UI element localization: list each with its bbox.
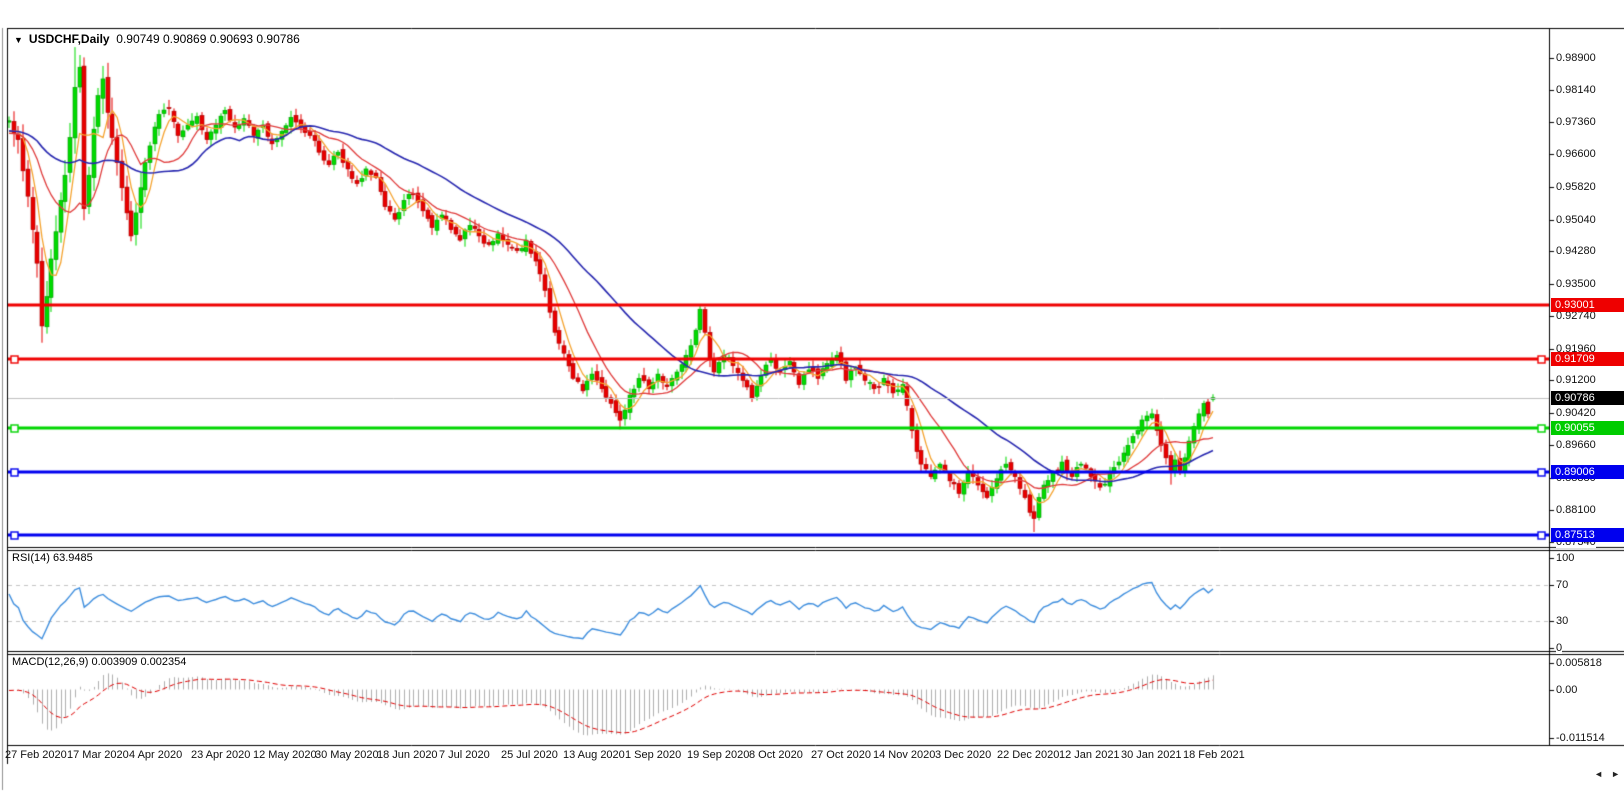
price-axis-tick: 0.92740 — [1556, 309, 1596, 322]
date-axis-label: 7 Jul 2020 — [439, 749, 490, 761]
price-axis-tick: 0.91960 — [1556, 342, 1596, 355]
date-axis-label: 25 Jul 2020 — [501, 749, 558, 761]
date-axis-label: 13 Aug 2020 — [563, 749, 625, 761]
price-line-badge: 0.93001 — [1551, 297, 1624, 312]
macd-axis-tick: 0.005818 — [1556, 657, 1602, 669]
price-axis-tick: 0.95820 — [1556, 180, 1596, 193]
macd-indicator-label: MACD(12,26,9) 0.003909 0.002354 — [12, 656, 187, 668]
chart-header: ▼ USDCHF,Daily 0.90749 0.90869 0.90693 0.… — [14, 32, 300, 46]
date-axis-label: 3 Dec 2020 — [935, 749, 992, 761]
price-axis-tick: 0.97360 — [1556, 116, 1596, 129]
date-axis-label: 22 Dec 2020 — [997, 749, 1060, 761]
date-axis-label: 12 May 2020 — [253, 749, 317, 761]
price-axis-tick: 0.89660 — [1556, 438, 1596, 451]
date-axis-label: 23 Apr 2020 — [191, 749, 251, 761]
rsi-axis-tick: 0 — [1556, 642, 1563, 654]
date-axis-label: 30 May 2020 — [315, 749, 379, 761]
price-axis-tick: 0.88100 — [1556, 504, 1596, 517]
tab-scroll-left-button[interactable]: ◄ — [1594, 769, 1604, 779]
rsi-axis-tick: 70 — [1556, 579, 1569, 591]
date-axis-label: 8 Oct 2020 — [749, 749, 803, 761]
rsi-indicator-label: RSI(14) 63.9485 — [12, 552, 93, 564]
price-axis-tick: 0.93500 — [1556, 278, 1596, 291]
macd-axis-tick: 0.00 — [1556, 683, 1578, 696]
price-line-badge: 0.91709 — [1551, 352, 1624, 367]
price-axis-tick: 0.96600 — [1556, 148, 1596, 161]
price-axis-tick: 0.91200 — [1556, 374, 1596, 387]
chart-context-arrow-icon[interactable]: ▼ — [14, 35, 23, 45]
date-axis-label: 18 Jun 2020 — [377, 749, 438, 761]
tab-scroll-controls: ◄ ► — [1594, 769, 1620, 779]
price-line-badge: 0.87513 — [1551, 527, 1624, 542]
chart-symbol-label: USDCHF,Daily — [28, 32, 110, 46]
date-axis-label: 4 Apr 2020 — [129, 749, 183, 761]
macd-axis-tick: -0.011514 — [1556, 732, 1605, 744]
rsi-axis-tick: 30 — [1556, 615, 1569, 627]
date-axis-label: 1 Sep 2020 — [625, 749, 682, 761]
date-axis-label: 27 Oct 2020 — [811, 749, 871, 761]
price-axis-tick: 0.90420 — [1556, 407, 1596, 420]
date-axis-label: 12 Jan 2021 — [1059, 749, 1120, 761]
price-axis-tick: 0.94280 — [1556, 245, 1596, 258]
rsi-indicator-value: 63.9485 — [52, 552, 93, 564]
price-axis-tick: 0.98900 — [1556, 52, 1596, 64]
tab-scroll-right-button[interactable]: ► — [1611, 769, 1620, 779]
chart-ohlc-values: 0.90749 0.90869 0.90693 0.90786 — [116, 32, 300, 46]
date-axis-label: 30 Jan 2021 — [1121, 749, 1182, 761]
price-axis-tick: 0.98140 — [1556, 83, 1596, 96]
macd-signal-value: 0.002354 — [140, 656, 187, 668]
macd-main-value: 0.003909 — [91, 656, 138, 668]
price-axis-tick: 0.95040 — [1556, 213, 1596, 226]
date-axis-label: 19 Sep 2020 — [687, 749, 750, 761]
current-price-badge: 0.90786 — [1551, 390, 1624, 405]
date-axis-label: 17 Mar 2020 — [67, 749, 129, 761]
price-line-badge: 0.90055 — [1551, 421, 1624, 436]
date-axis-label: 18 Feb 2021 — [1183, 749, 1245, 761]
price-line-badge: 0.89006 — [1551, 465, 1624, 480]
date-axis-label: 14 Nov 2020 — [873, 749, 936, 761]
rsi-axis-tick: 100 — [1556, 552, 1575, 564]
date-axis-label: 27 Feb 2020 — [5, 749, 67, 761]
